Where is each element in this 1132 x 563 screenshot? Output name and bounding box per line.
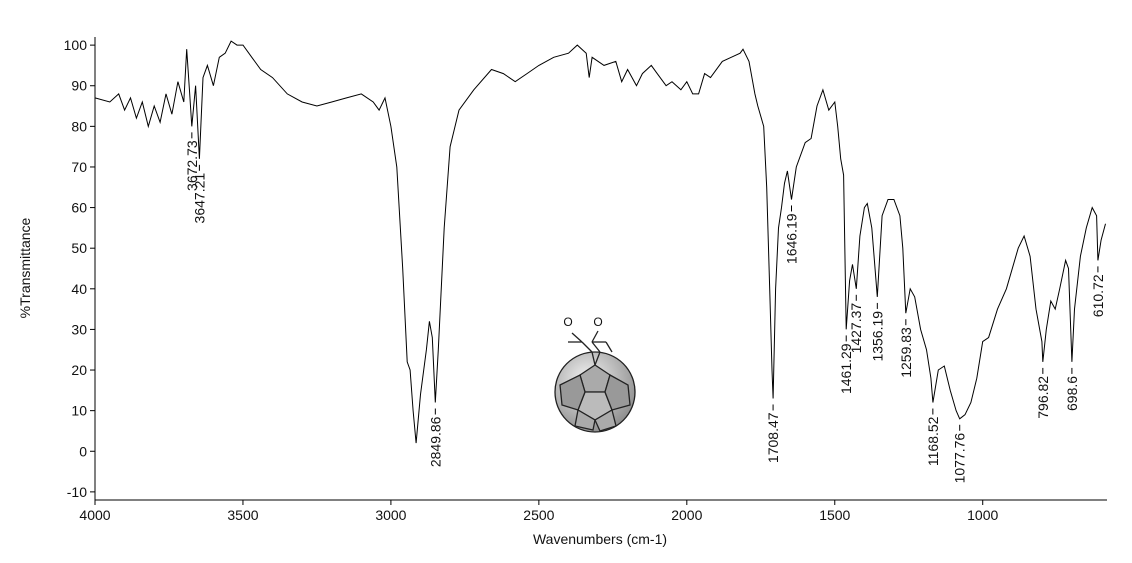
peak-label: 3672.73 xyxy=(184,140,200,191)
y-tick-label: 80 xyxy=(71,118,87,134)
y-axis-label: %Transmittance xyxy=(17,217,33,318)
peak-label: 1077.76 xyxy=(952,433,968,484)
peak-label: 1168.52 xyxy=(925,416,941,466)
peak-label: 1646.19 xyxy=(784,213,800,264)
x-tick-label: 1500 xyxy=(819,507,850,523)
peak-label: 610.72 xyxy=(1090,274,1106,317)
x-tick-label: 4000 xyxy=(79,507,110,523)
atom-label: O xyxy=(593,315,602,329)
peak-label: 1356.19 xyxy=(869,311,885,362)
peak-label: 2849.86 xyxy=(427,416,443,467)
peak-label: 3647.21 xyxy=(191,173,207,224)
y-tick-label: -10 xyxy=(67,484,87,500)
structure xyxy=(554,330,636,433)
x-tick-label: 2500 xyxy=(523,507,554,523)
x-tick-label: 2000 xyxy=(671,507,702,523)
peak-label: 796.82 xyxy=(1035,376,1051,419)
y-tick-label: 0 xyxy=(79,443,87,459)
y-tick-label: 100 xyxy=(64,37,88,53)
y-tick-label: 70 xyxy=(71,159,87,175)
x-axis-label: Wavenumbers (cm-1) xyxy=(533,531,667,547)
y-tick-label: 50 xyxy=(71,240,87,256)
peak-label: 1461.29 xyxy=(838,343,854,394)
x-tick-label: 3500 xyxy=(227,507,258,523)
y-tick-label: 60 xyxy=(71,200,87,216)
peak-label: 698.6 xyxy=(1064,376,1080,411)
y-tick-label: 10 xyxy=(71,403,87,419)
peak-label: 1708.47 xyxy=(765,412,781,463)
y-tick-label: 90 xyxy=(71,78,87,94)
x-tick-label: 1000 xyxy=(967,507,998,523)
y-tick-label: 40 xyxy=(71,281,87,297)
spectrum-line xyxy=(94,40,1106,444)
peak-label: 1427.37 xyxy=(848,303,864,354)
y-tick-label: 30 xyxy=(71,321,87,337)
x-tick-label: 3000 xyxy=(375,507,406,523)
atom-label: O xyxy=(563,315,572,329)
y-tick-label: 20 xyxy=(71,362,87,378)
peak-label: 1259.83 xyxy=(898,327,914,378)
